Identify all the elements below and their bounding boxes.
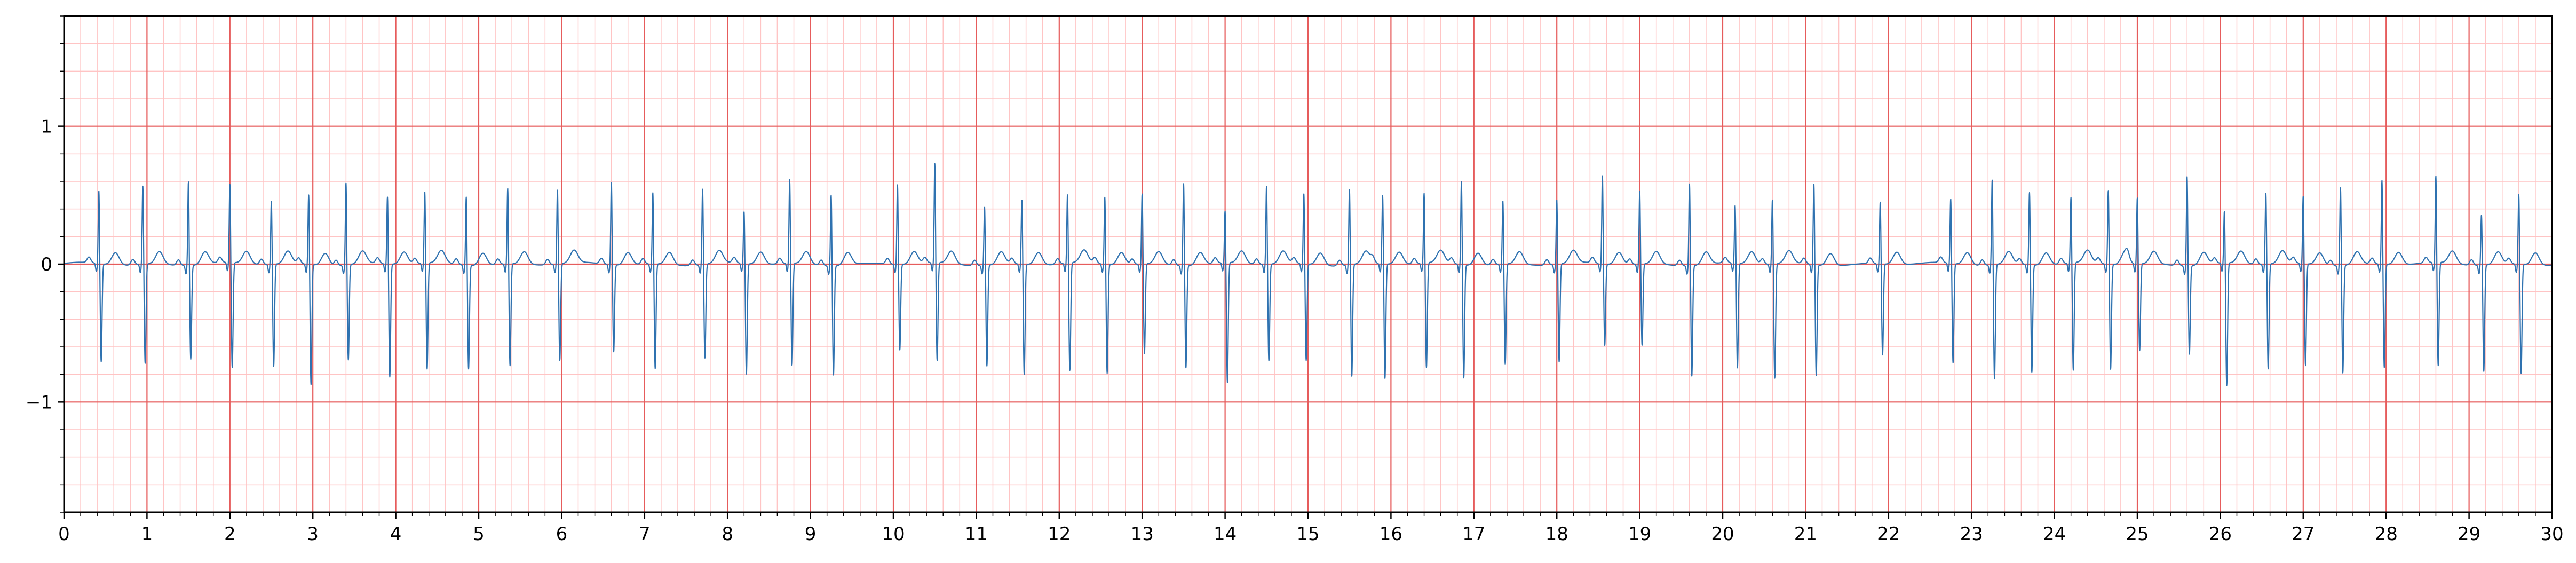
x-tick-label: 0 <box>58 524 70 545</box>
ecg-trace-line <box>64 163 2553 386</box>
x-tick-label: 2 <box>224 524 236 545</box>
x-tick-label: 16 <box>1380 524 1402 545</box>
x-tick-label: 29 <box>2458 524 2480 545</box>
x-tick-label: 26 <box>2209 524 2232 545</box>
x-tick-label: 12 <box>1048 524 1071 545</box>
x-tick-label: 15 <box>1296 524 1319 545</box>
x-tick-label: 20 <box>1711 524 1734 545</box>
x-tick-label: 19 <box>1628 524 1651 545</box>
x-tick-label: 17 <box>1462 524 1485 545</box>
y-axis: −1 0 1 <box>26 15 64 513</box>
ecg-trace-layer <box>64 163 2553 386</box>
x-tick-label: 13 <box>1131 524 1154 545</box>
x-tick-label: 25 <box>2126 524 2149 545</box>
x-tick-label: 14 <box>1214 524 1237 545</box>
x-tick-label: 23 <box>1960 524 1983 545</box>
x-tick-label: 4 <box>390 524 402 545</box>
x-tick-label: 9 <box>805 524 817 545</box>
x-tick-label: 22 <box>1877 524 1900 545</box>
x-tick-label: 18 <box>1545 524 1568 545</box>
x-axis: 0 1 2 3 4 5 6 7 8 9 10 11 12 13 14 15 16 17 18 19 20 21 22 23 24… <box>58 512 2564 545</box>
x-tick-label: 8 <box>722 524 733 545</box>
x-tick-label: 6 <box>556 524 568 545</box>
x-tick-label: 10 <box>882 524 905 545</box>
x-tick-label: 21 <box>1794 524 1817 545</box>
y-tick-label: 1 <box>41 116 52 138</box>
x-tick-label: 11 <box>965 524 988 545</box>
x-tick-label: 3 <box>307 524 319 545</box>
x-tick-label: 27 <box>2292 524 2315 545</box>
x-tick-label: 7 <box>639 524 651 545</box>
x-tick-label: 30 <box>2540 524 2563 545</box>
x-tick-label: 5 <box>473 524 485 545</box>
x-tick-label: 1 <box>141 524 153 545</box>
y-tick-label: −1 <box>26 392 52 413</box>
x-tick-label: 24 <box>2043 524 2066 545</box>
x-tick-label: 28 <box>2375 524 2398 545</box>
y-tick-label: 0 <box>41 254 52 275</box>
